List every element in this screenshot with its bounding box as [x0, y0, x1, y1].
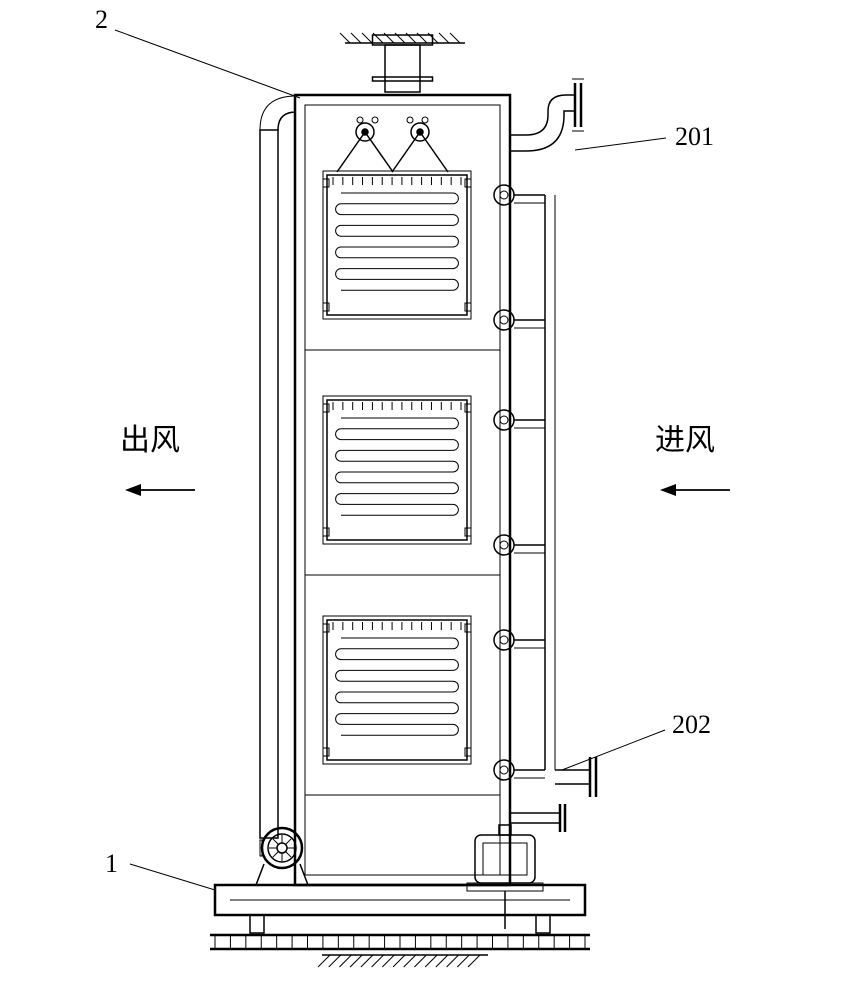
svg-text:1: 1 [105, 849, 118, 878]
svg-text:进风: 进风 [655, 424, 715, 457]
svg-text:出风: 出风 [120, 424, 180, 457]
svg-text:2: 2 [95, 5, 108, 34]
svg-text:202: 202 [672, 710, 711, 739]
svg-text:201: 201 [675, 122, 714, 151]
